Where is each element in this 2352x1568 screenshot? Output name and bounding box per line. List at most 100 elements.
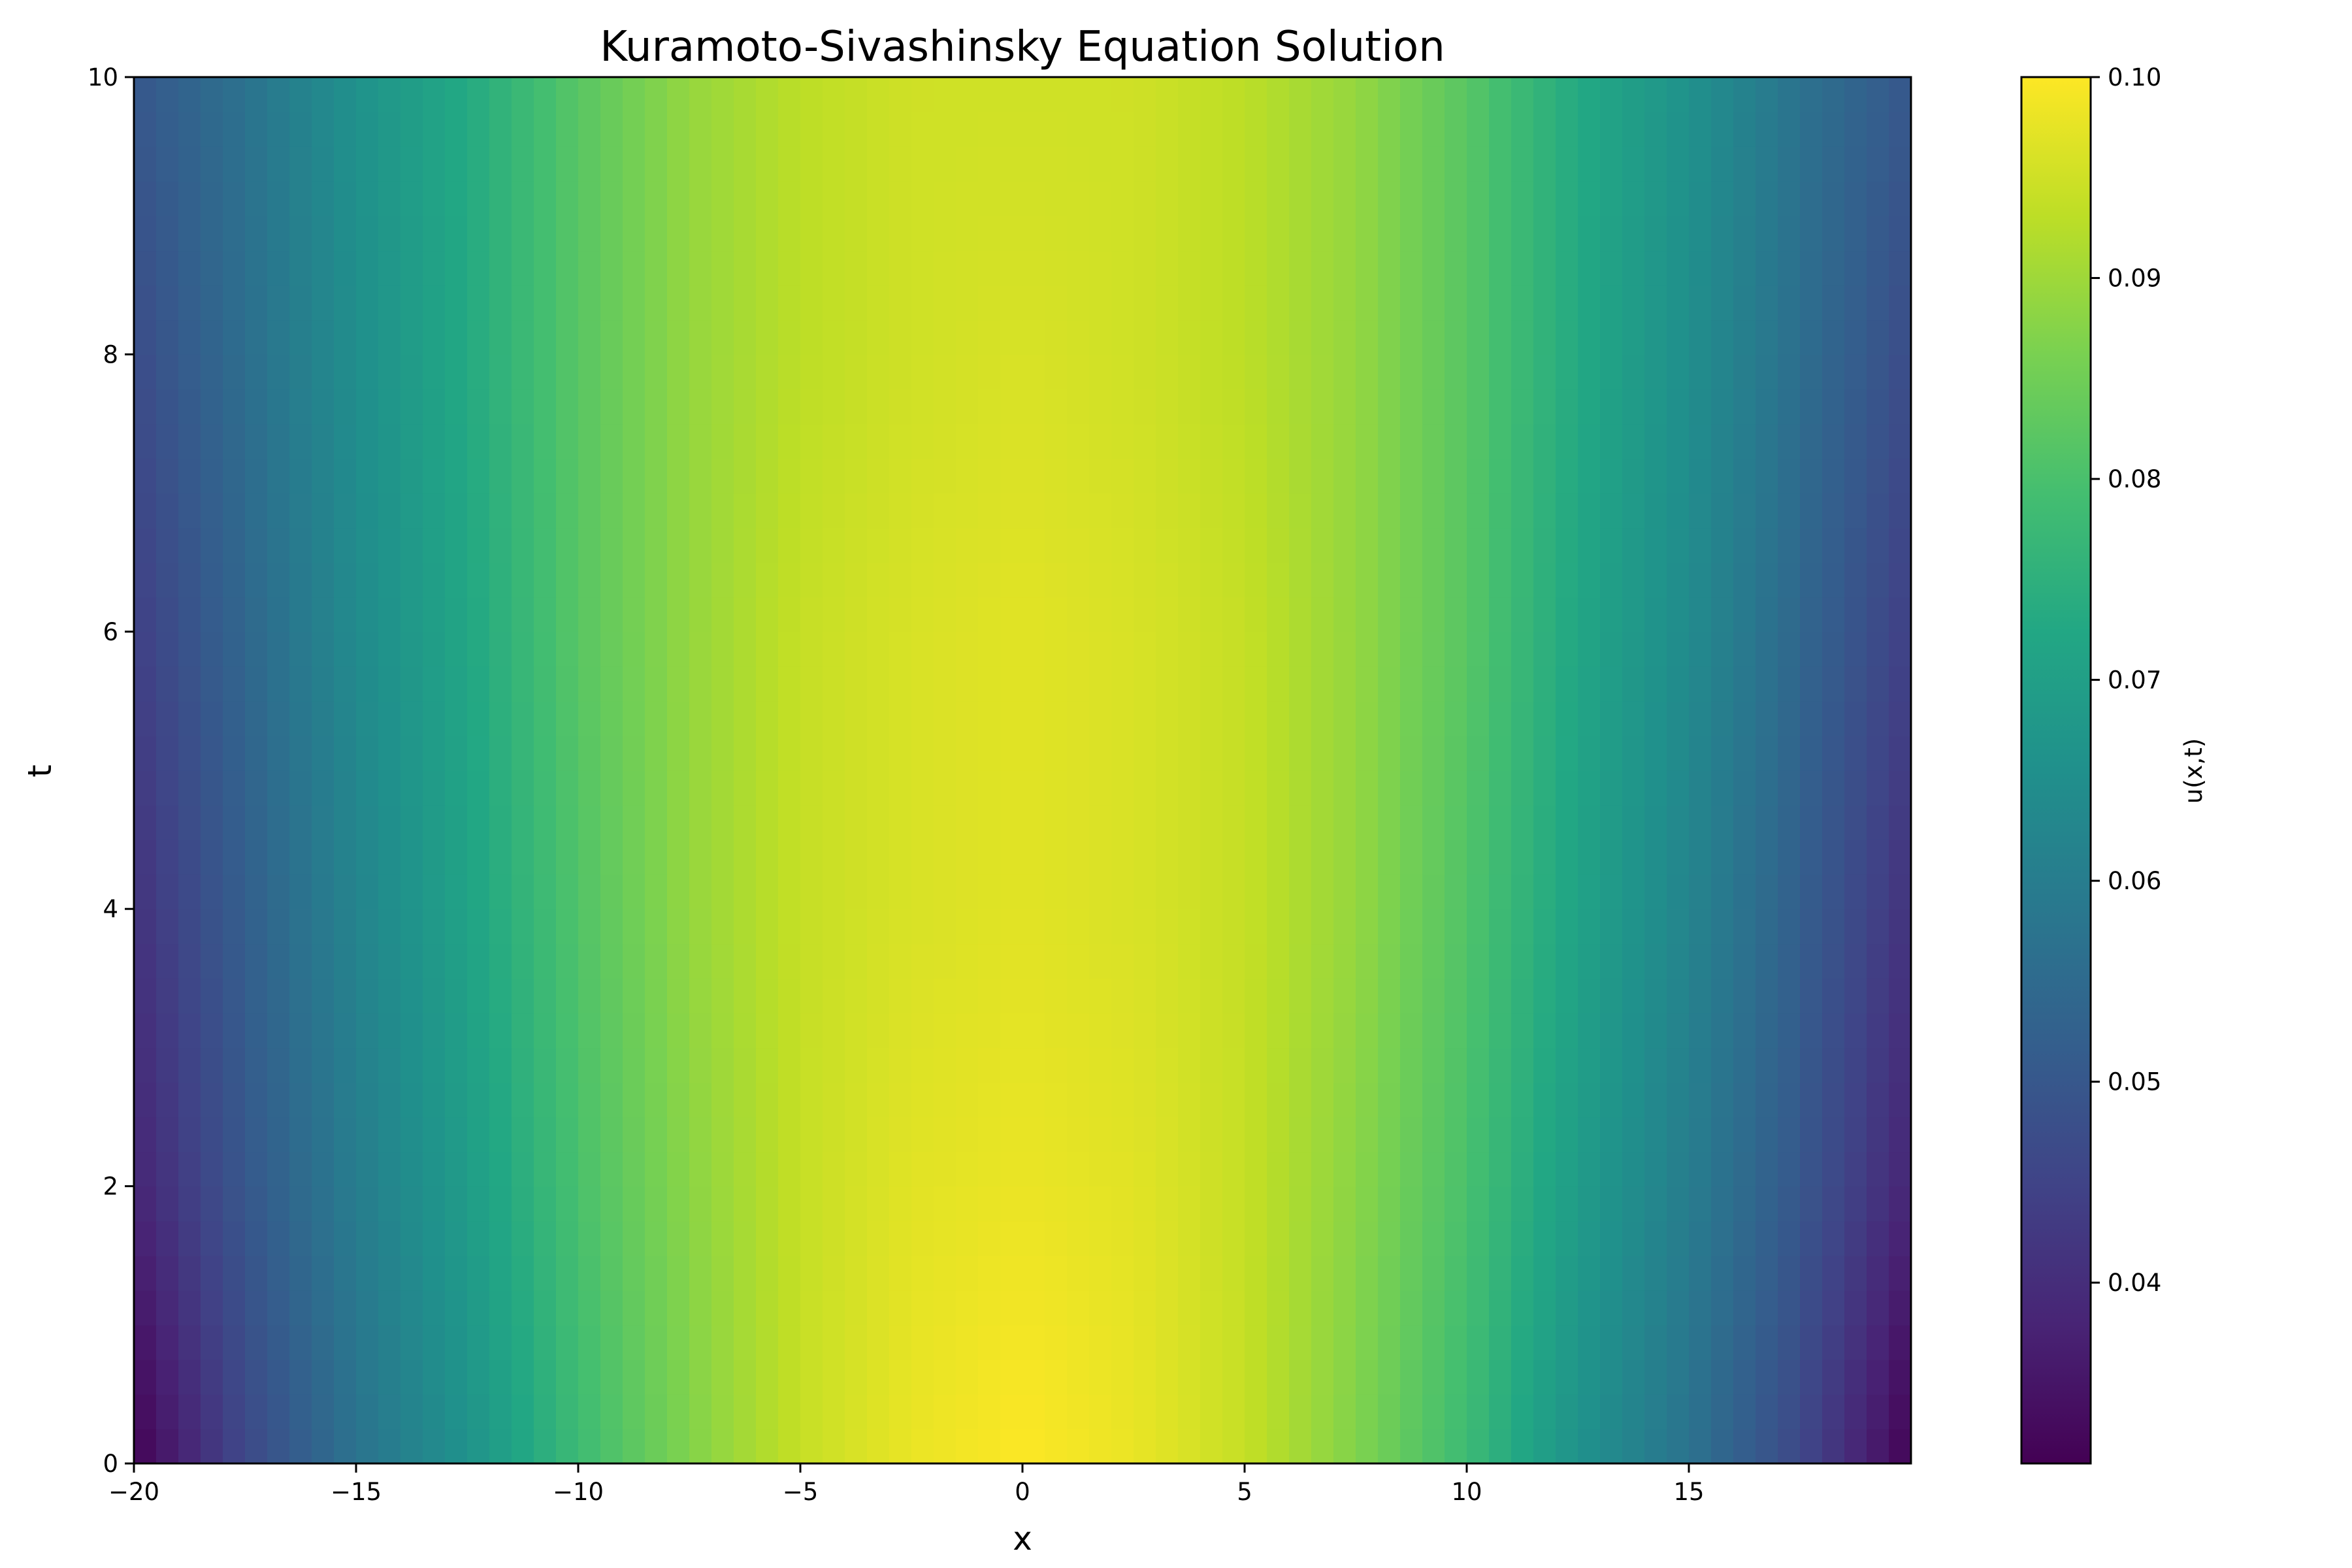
heatmap-cell xyxy=(845,181,868,216)
heatmap-cell xyxy=(1778,1186,1801,1222)
heatmap-cell xyxy=(1022,1394,1045,1429)
heatmap-cell xyxy=(556,1394,579,1429)
heatmap-cell xyxy=(1222,666,1245,702)
heatmap-cell xyxy=(845,1220,868,1256)
heatmap-cell xyxy=(1622,805,1645,840)
heatmap-cell xyxy=(667,250,690,286)
heatmap-cell xyxy=(289,423,312,459)
heatmap-cell xyxy=(645,77,668,112)
heatmap-cell xyxy=(1556,1220,1578,1256)
heatmap-cell xyxy=(734,146,757,182)
heatmap-cell xyxy=(1134,1359,1156,1395)
heatmap-cell xyxy=(845,1255,868,1291)
heatmap-cell xyxy=(134,1255,157,1291)
heatmap-cell xyxy=(534,1220,557,1256)
heatmap-cell xyxy=(1467,216,1490,252)
heatmap-cell xyxy=(1578,493,1601,529)
heatmap-cell xyxy=(1756,250,1778,286)
heatmap-cell xyxy=(1800,1151,1823,1187)
heatmap-cell xyxy=(1733,285,1756,321)
heatmap-cell xyxy=(445,1082,468,1118)
heatmap-cell xyxy=(1556,1047,1578,1083)
heatmap-cell xyxy=(1134,805,1156,840)
heatmap-cell xyxy=(845,735,868,771)
heatmap-cell xyxy=(1822,874,1845,909)
heatmap-cell xyxy=(267,112,290,147)
heatmap-cell xyxy=(1267,735,1290,771)
heatmap-cell xyxy=(667,700,690,736)
heatmap-cell xyxy=(1867,805,1889,840)
heatmap-cell xyxy=(334,909,357,945)
heatmap-cell xyxy=(1556,250,1578,286)
heatmap-cell xyxy=(1822,978,1845,1014)
heatmap-cell xyxy=(1844,943,1867,979)
heatmap-cell xyxy=(512,1324,534,1360)
heatmap-cell xyxy=(1489,631,1512,667)
heatmap-cell xyxy=(1022,77,1045,112)
heatmap-cell xyxy=(1689,562,1712,598)
heatmap-cell xyxy=(1400,909,1423,945)
heatmap-cell xyxy=(400,319,423,355)
heatmap-cell xyxy=(1067,319,1090,355)
heatmap-cell xyxy=(1600,423,1623,459)
heatmap-cell xyxy=(845,458,868,494)
heatmap-cell xyxy=(1111,250,1134,286)
heatmap-cell xyxy=(1156,1324,1179,1360)
heatmap-cell xyxy=(1356,1428,1379,1463)
heatmap-cell xyxy=(1200,458,1223,494)
heatmap-cell xyxy=(1578,1013,1601,1049)
heatmap-cell xyxy=(1467,1428,1490,1463)
heatmap-cell xyxy=(1156,216,1179,252)
heatmap-cell xyxy=(445,285,468,321)
heatmap-cell xyxy=(1356,423,1379,459)
heatmap-cell xyxy=(1000,146,1023,182)
heatmap-cell xyxy=(1022,1151,1045,1187)
heatmap-cell xyxy=(1844,1186,1867,1222)
heatmap-cell xyxy=(823,1047,845,1083)
heatmap-cell xyxy=(911,1220,934,1256)
heatmap-cell xyxy=(312,319,335,355)
heatmap-cell xyxy=(867,1082,890,1118)
heatmap-cell xyxy=(823,1428,845,1463)
heatmap-cell xyxy=(867,354,890,390)
heatmap-cell xyxy=(1022,1186,1045,1222)
heatmap-cell xyxy=(467,354,490,390)
heatmap-cell xyxy=(1289,216,1312,252)
heatmap-cell xyxy=(600,1220,623,1256)
heatmap-cell xyxy=(911,389,934,425)
heatmap-cell xyxy=(489,389,512,425)
heatmap-cell xyxy=(1178,181,1201,216)
heatmap-cell xyxy=(400,978,423,1014)
heatmap-cell xyxy=(556,354,579,390)
heatmap-cell xyxy=(1378,700,1401,736)
heatmap-cell xyxy=(778,1220,801,1256)
heatmap-cell xyxy=(1378,1186,1401,1222)
heatmap-cell xyxy=(689,562,712,598)
heatmap-cell xyxy=(1333,112,1356,147)
heatmap-cell xyxy=(889,1394,912,1429)
heatmap-cell xyxy=(1445,146,1467,182)
heatmap-cell xyxy=(312,1220,335,1256)
heatmap-cell xyxy=(245,840,268,875)
heatmap-cell xyxy=(289,1220,312,1256)
heatmap-cell xyxy=(667,1324,690,1360)
heatmap-cell xyxy=(1156,319,1179,355)
heatmap-cell xyxy=(1356,1151,1379,1187)
heatmap-cell xyxy=(911,354,934,390)
heatmap-cell xyxy=(556,596,579,632)
heatmap-cell xyxy=(512,562,534,598)
heatmap-cell xyxy=(800,909,823,945)
heatmap-cell xyxy=(1622,389,1645,425)
heatmap-cell xyxy=(823,1359,845,1395)
heatmap-cell xyxy=(1711,874,1734,909)
heatmap-cell xyxy=(556,146,579,182)
heatmap-cell xyxy=(934,423,956,459)
heatmap-cell xyxy=(1600,1290,1623,1326)
heatmap-cell xyxy=(1489,1151,1512,1187)
heatmap-cell xyxy=(289,112,312,147)
heatmap-cell xyxy=(400,1151,423,1187)
heatmap-cell xyxy=(1556,978,1578,1014)
heatmap-cell xyxy=(534,319,557,355)
heatmap-cell xyxy=(1778,250,1801,286)
